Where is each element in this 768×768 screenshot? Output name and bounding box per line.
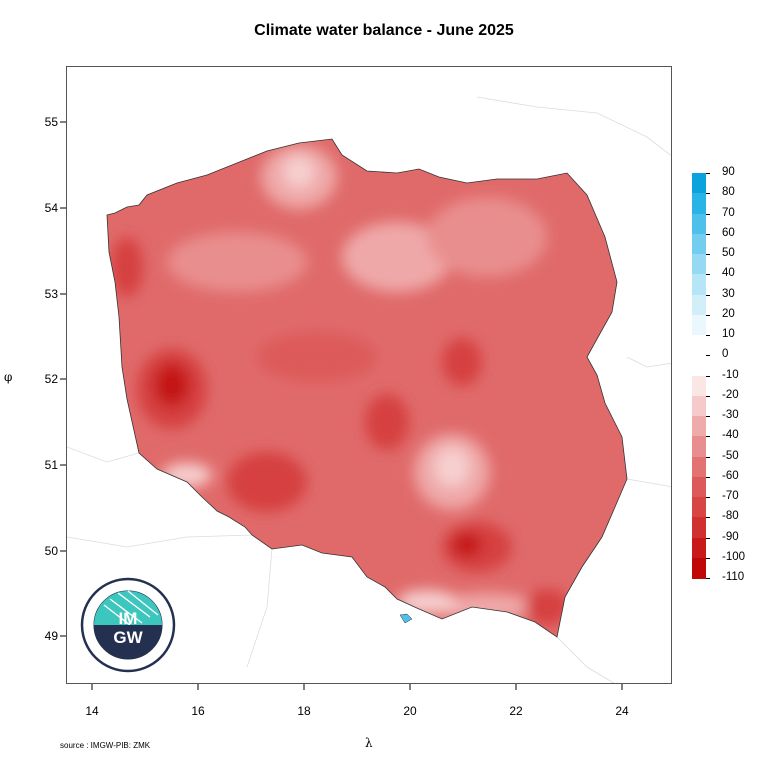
y-tick-label: 53 xyxy=(44,287,58,301)
y-axis-title: φ xyxy=(4,370,13,384)
legend-bin xyxy=(692,416,706,437)
legend-bin xyxy=(692,517,706,538)
legend-tick xyxy=(706,314,710,316)
legend-tick xyxy=(706,355,710,357)
legend-bin xyxy=(692,173,706,194)
legend-label: 70 xyxy=(722,206,735,219)
legend-label: 90 xyxy=(722,166,735,178)
x-tick-label: 18 xyxy=(297,704,311,718)
logo-top-letters: IM xyxy=(119,609,138,628)
legend-label: -80 xyxy=(722,510,739,523)
legend-label: 50 xyxy=(722,247,735,259)
legend-bin xyxy=(692,335,706,356)
y-tick-label: 51 xyxy=(44,458,58,472)
legend-tick xyxy=(706,476,710,478)
legend-bin xyxy=(692,355,706,376)
legend-tick xyxy=(706,274,710,276)
legend-label: -110 xyxy=(722,571,745,583)
legend-label: 20 xyxy=(722,307,735,320)
legend-label: 30 xyxy=(722,287,735,300)
legend-label: 10 xyxy=(722,328,735,340)
legend-bin xyxy=(692,456,706,478)
legend-bin xyxy=(692,436,706,457)
legend-tick xyxy=(706,416,710,417)
legend-tick xyxy=(706,213,710,215)
legend-bin xyxy=(692,557,706,579)
y-tick-label: 50 xyxy=(44,544,58,558)
y-tick-label: 52 xyxy=(44,372,58,386)
legend-tick xyxy=(706,436,710,438)
poland-border xyxy=(106,138,628,638)
legend-tick xyxy=(706,517,710,519)
x-tick-marks xyxy=(91,684,623,690)
x-axis-title: λ xyxy=(365,736,373,750)
legend-bin xyxy=(692,537,706,559)
legend-tick xyxy=(706,233,710,235)
legend-bin xyxy=(692,274,706,295)
legend-label: -50 xyxy=(722,449,739,462)
legend-label: 60 xyxy=(722,226,735,239)
legend-label: -30 xyxy=(722,409,739,421)
neighbor-borders xyxy=(67,96,671,683)
legend-label: -100 xyxy=(722,550,746,563)
legend-label: 0 xyxy=(722,348,729,361)
legend-label: 80 xyxy=(722,186,735,199)
legend-tick xyxy=(706,335,710,336)
legend-bin xyxy=(692,395,706,417)
legend-bin xyxy=(692,233,706,255)
legend-bin xyxy=(692,314,706,336)
legend-bin xyxy=(692,476,706,498)
legend-bin xyxy=(692,497,706,518)
legend-tick xyxy=(706,456,710,458)
legend-bin xyxy=(692,213,706,235)
imgw-logo: IM GW xyxy=(80,577,176,673)
legend-tick xyxy=(706,375,710,377)
legend-label: -10 xyxy=(722,368,739,381)
tatra-positive-patch xyxy=(399,613,413,624)
legend-bin xyxy=(692,254,706,275)
legend-label: -20 xyxy=(722,388,739,401)
x-tick-label: 14 xyxy=(85,704,99,718)
chart-title: Climate water balance - June 2025 xyxy=(254,22,514,39)
legend-tick xyxy=(706,193,710,195)
legend-tick xyxy=(706,497,710,498)
legend-label: 40 xyxy=(722,267,735,280)
y-tick-label: 55 xyxy=(44,115,58,129)
legend-label: -60 xyxy=(722,469,739,482)
legend-bin xyxy=(692,375,706,397)
legend-bin xyxy=(692,294,706,316)
legend-bin xyxy=(692,193,706,214)
x-tick-label: 16 xyxy=(191,704,205,718)
legend-tick xyxy=(706,537,710,539)
y-tick-label: 54 xyxy=(44,201,58,215)
map-panel xyxy=(66,66,672,684)
x-tick-label: 24 xyxy=(615,704,629,718)
x-tick-label: 22 xyxy=(509,704,523,718)
x-tick-label: 20 xyxy=(403,704,417,718)
legend-label: -90 xyxy=(722,530,739,543)
legend-label: -40 xyxy=(722,429,739,442)
legend-tick xyxy=(706,395,710,397)
color-legend xyxy=(692,173,706,579)
legend-tick xyxy=(706,254,710,255)
y-tick-marks xyxy=(60,121,66,637)
legend-tick xyxy=(706,578,710,579)
logo-bottom-letters: GW xyxy=(113,628,143,647)
source-note: source : IMGW-PIB: ZMK xyxy=(60,741,151,750)
legend-tick xyxy=(706,173,710,174)
legend-label: -70 xyxy=(722,490,739,502)
y-tick-label: 49 xyxy=(44,629,58,643)
legend-tick xyxy=(706,557,710,559)
poland-map xyxy=(67,96,671,683)
legend-tick xyxy=(706,294,710,296)
